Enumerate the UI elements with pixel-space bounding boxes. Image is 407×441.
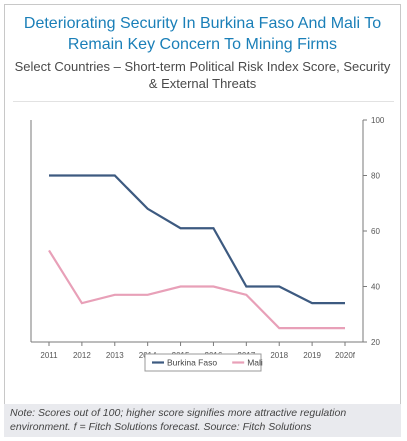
legend-label-burkina-faso: Burkina Faso [167, 358, 217, 368]
chart-note: Note: Scores out of 100; higher score si… [4, 404, 401, 437]
y-tick-label: 20 [371, 338, 380, 347]
series-line-mali [48, 249, 345, 330]
y-tick-label: 100 [371, 116, 385, 125]
x-tick-label: 2011 [40, 351, 58, 360]
y-tick-label: 80 [371, 172, 380, 181]
x-tick-label: 2020f [335, 351, 356, 360]
x-tick-label: 2013 [106, 351, 124, 360]
line-chart: 2040608010020112012201320142015201620172… [30, 116, 385, 372]
series-line-burkina-faso [49, 174, 345, 305]
legend-box [144, 353, 262, 372]
y-tick-label: 60 [371, 227, 380, 236]
chart-frame: Deteriorating Security In Burkina Faso A… [4, 4, 401, 437]
plot-area: 2040608010020112012201320142015201620172… [13, 101, 394, 377]
x-tick-label: 2012 [73, 351, 91, 360]
legend-label-mali: Mali [247, 358, 263, 368]
chart-title: Deteriorating Security In Burkina Faso A… [23, 15, 382, 53]
y-tick-label: 40 [371, 283, 380, 292]
chart-subtitle: Select Countries – Short-term Political … [14, 59, 391, 91]
x-tick-label: 2018 [270, 351, 288, 360]
x-tick-label: 2019 [303, 351, 321, 360]
